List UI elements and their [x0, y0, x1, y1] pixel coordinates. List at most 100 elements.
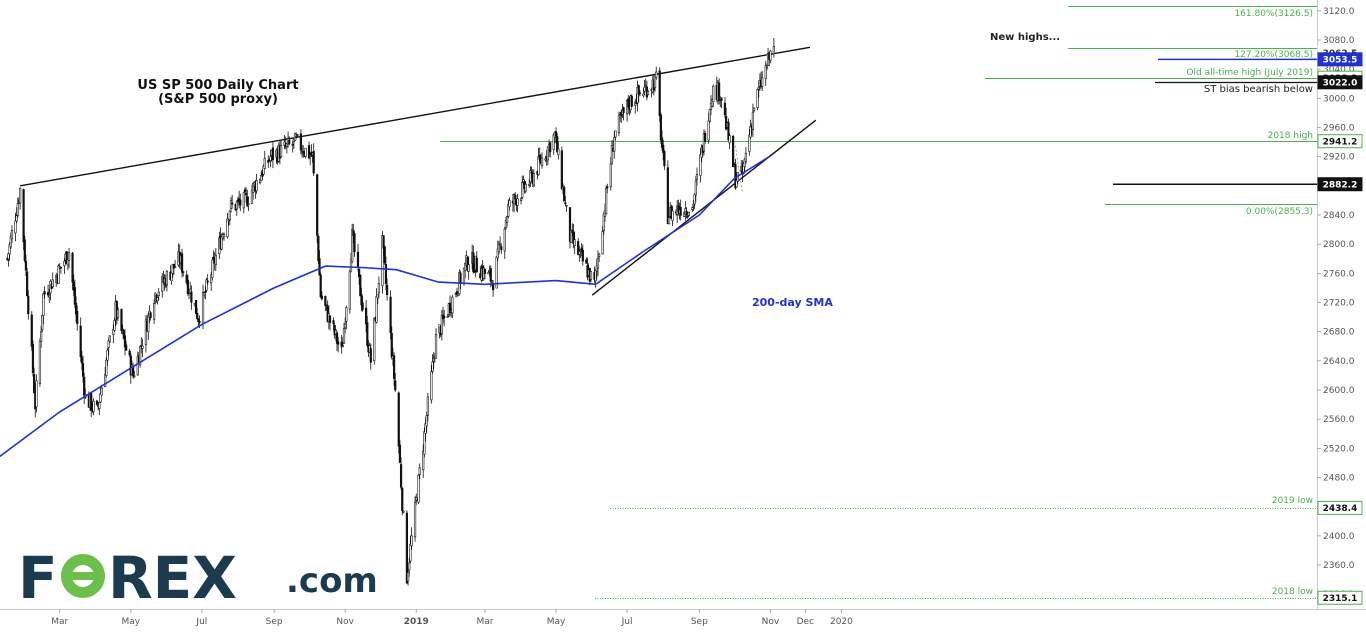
- candle: [563, 185, 566, 202]
- candle: [206, 274, 209, 285]
- candle-body: [71, 252, 74, 283]
- candle-body: [98, 402, 101, 409]
- candle: [358, 268, 361, 285]
- candle-body: [16, 203, 19, 216]
- candle-body: [228, 210, 231, 221]
- x-tick-label: Dec: [797, 617, 814, 627]
- candle-body: [751, 111, 755, 130]
- candle: [144, 314, 148, 353]
- candle: [712, 84, 715, 108]
- candle: [337, 336, 340, 353]
- candle: [691, 206, 694, 213]
- candle: [434, 328, 438, 359]
- candle: [92, 398, 95, 416]
- candle-body: [557, 148, 560, 156]
- candle: [448, 295, 452, 317]
- candle-body: [451, 296, 454, 314]
- candle: [121, 324, 124, 335]
- candle-body: [723, 102, 727, 116]
- y-tick-label: 2680.0: [1323, 328, 1355, 338]
- candle: [764, 60, 767, 86]
- candle-body: [116, 309, 120, 319]
- candle-body: [667, 217, 671, 225]
- candle: [529, 166, 532, 188]
- price-badge-value: 2882.2: [1323, 180, 1358, 190]
- x-tick-label: Mar: [476, 617, 493, 627]
- candle-body: [245, 192, 248, 196]
- candle: [98, 401, 101, 416]
- candle: [65, 250, 68, 265]
- candle: [694, 176, 697, 202]
- candle-body: [211, 259, 214, 278]
- candle-body: [79, 325, 82, 358]
- x-tick-label: Jul: [195, 617, 207, 627]
- candle: [707, 112, 710, 144]
- candle-body: [692, 203, 695, 207]
- candle-body: [73, 287, 76, 305]
- candle-body: [295, 136, 298, 138]
- candle-body: [500, 246, 503, 250]
- candle-body: [203, 292, 206, 296]
- candle-body: [613, 137, 616, 152]
- y-tick-label: 3120.0: [1323, 7, 1355, 17]
- candle: [38, 338, 42, 387]
- candle: [385, 278, 389, 301]
- candle: [59, 266, 62, 274]
- candle-body: [443, 316, 446, 319]
- candle: [373, 317, 376, 365]
- candle-body: [259, 179, 262, 184]
- candle-body: [530, 171, 533, 174]
- price-badge-value: 2438.4: [1323, 504, 1358, 514]
- x-tick-label: 2020: [830, 617, 853, 627]
- candle: [614, 130, 617, 141]
- candle: [79, 317, 82, 362]
- candle: [751, 103, 755, 137]
- candle-body: [186, 279, 189, 294]
- candle: [613, 131, 616, 159]
- candle-body: [206, 280, 209, 283]
- candle-body: [220, 236, 223, 250]
- candle: [390, 326, 393, 360]
- candle: [220, 233, 223, 251]
- candle-body: [42, 293, 45, 316]
- sma-200-layer: [0, 156, 770, 458]
- y-tick-label: 2400.0: [1323, 532, 1355, 542]
- candle: [532, 169, 535, 188]
- candle: [381, 231, 384, 294]
- candle: [153, 299, 156, 324]
- candle-body: [90, 393, 93, 411]
- candle-body: [356, 251, 360, 267]
- candle: [170, 272, 173, 285]
- candle-body: [19, 188, 22, 204]
- candle: [112, 324, 115, 344]
- candle-body: [205, 279, 208, 291]
- candle-body: [59, 266, 62, 269]
- candle: [601, 226, 604, 255]
- new-highs-annotation: New highs...: [990, 32, 1060, 43]
- candle: [288, 136, 291, 146]
- candle-body: [120, 309, 123, 331]
- candle: [319, 272, 322, 299]
- candle-body: [312, 151, 315, 174]
- y-tick-label: 2960.0: [1323, 124, 1355, 134]
- candle-body: [157, 291, 160, 297]
- candle: [147, 312, 150, 341]
- candle: [413, 496, 417, 542]
- x-tick-label: May: [121, 617, 140, 627]
- candle: [196, 307, 199, 320]
- candle: [646, 89, 650, 96]
- candle: [605, 185, 608, 216]
- candle-body: [389, 296, 392, 333]
- candle: [30, 311, 33, 351]
- candle: [718, 78, 721, 105]
- candle-body: [67, 252, 71, 261]
- candle-body: [33, 373, 36, 393]
- candle: [505, 215, 509, 227]
- y-tick-label: 3000.0: [1323, 94, 1355, 104]
- candle-body: [663, 151, 666, 167]
- candle-body: [431, 361, 434, 372]
- candle-body: [432, 358, 435, 362]
- candle: [267, 155, 270, 168]
- candle: [598, 252, 601, 262]
- candle-body: [76, 310, 79, 324]
